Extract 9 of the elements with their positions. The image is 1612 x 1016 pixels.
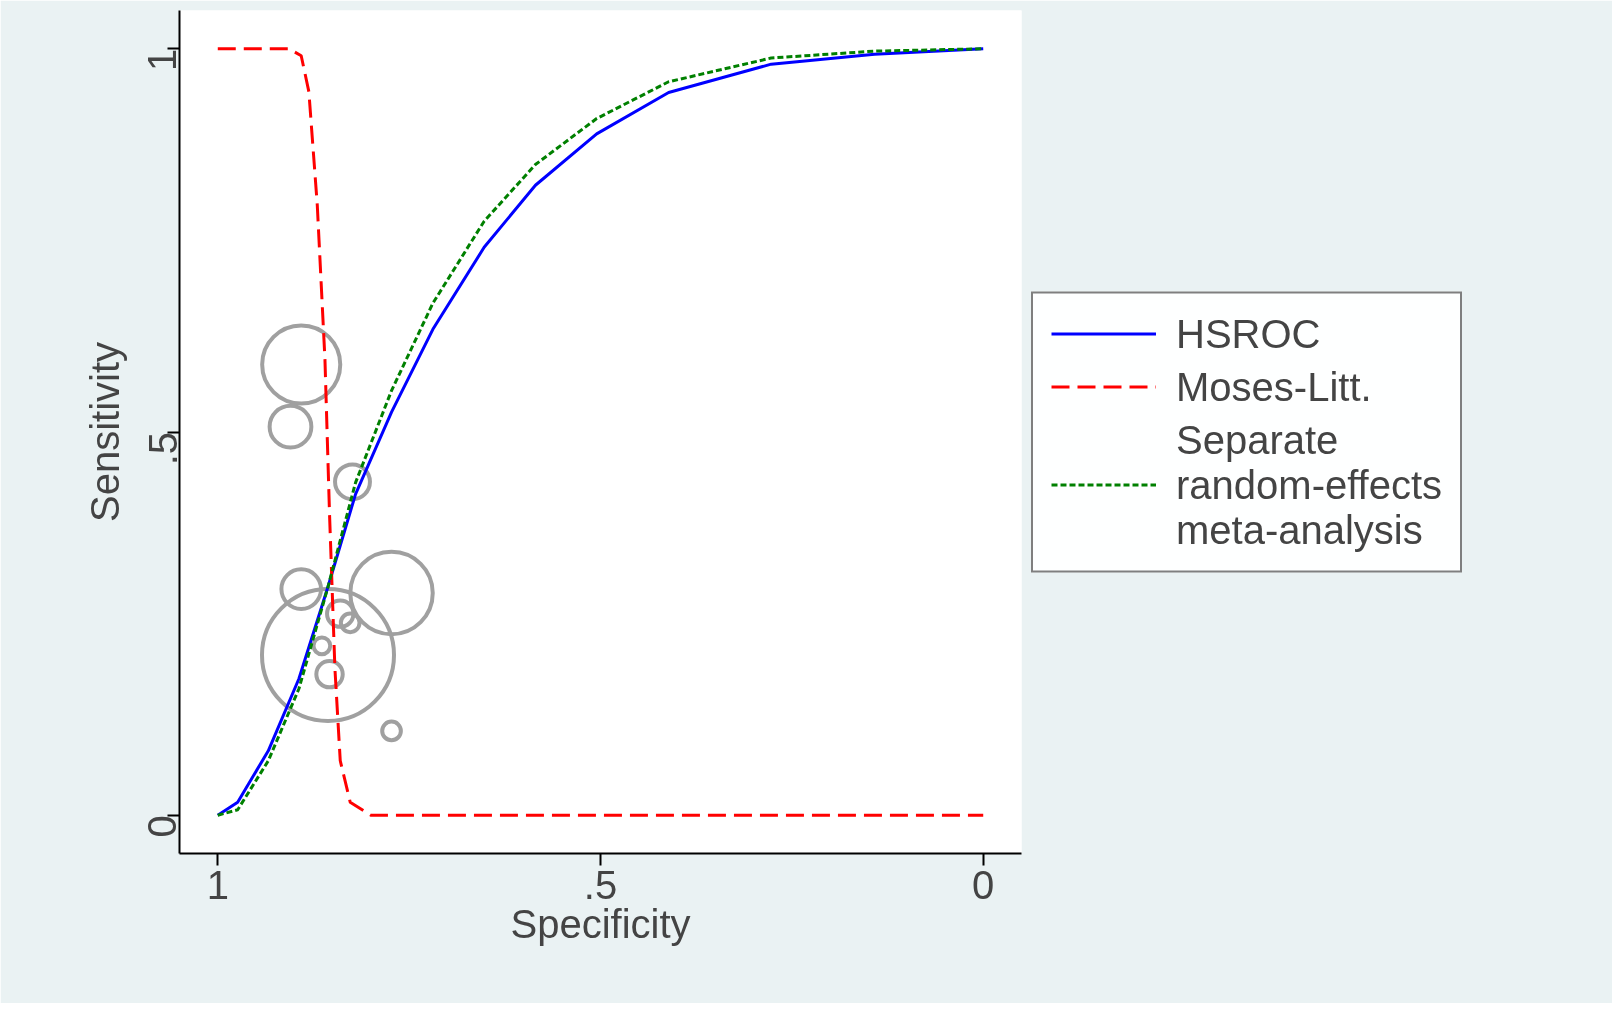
legend-label: Separate random-effects meta-analysis [1176, 417, 1443, 552]
y-tick-label: 0 [140, 815, 185, 838]
y-axis-title: Sensitivity [82, 341, 127, 523]
legend-label: HSROC [1176, 311, 1321, 356]
y-tick-label: .5 [140, 432, 185, 466]
legend-label: Moses-Litt. [1176, 364, 1372, 409]
x-tick-label: 1 [206, 862, 229, 907]
y-tick-label: 1 [140, 48, 185, 72]
x-tick-label: 0 [972, 862, 995, 907]
